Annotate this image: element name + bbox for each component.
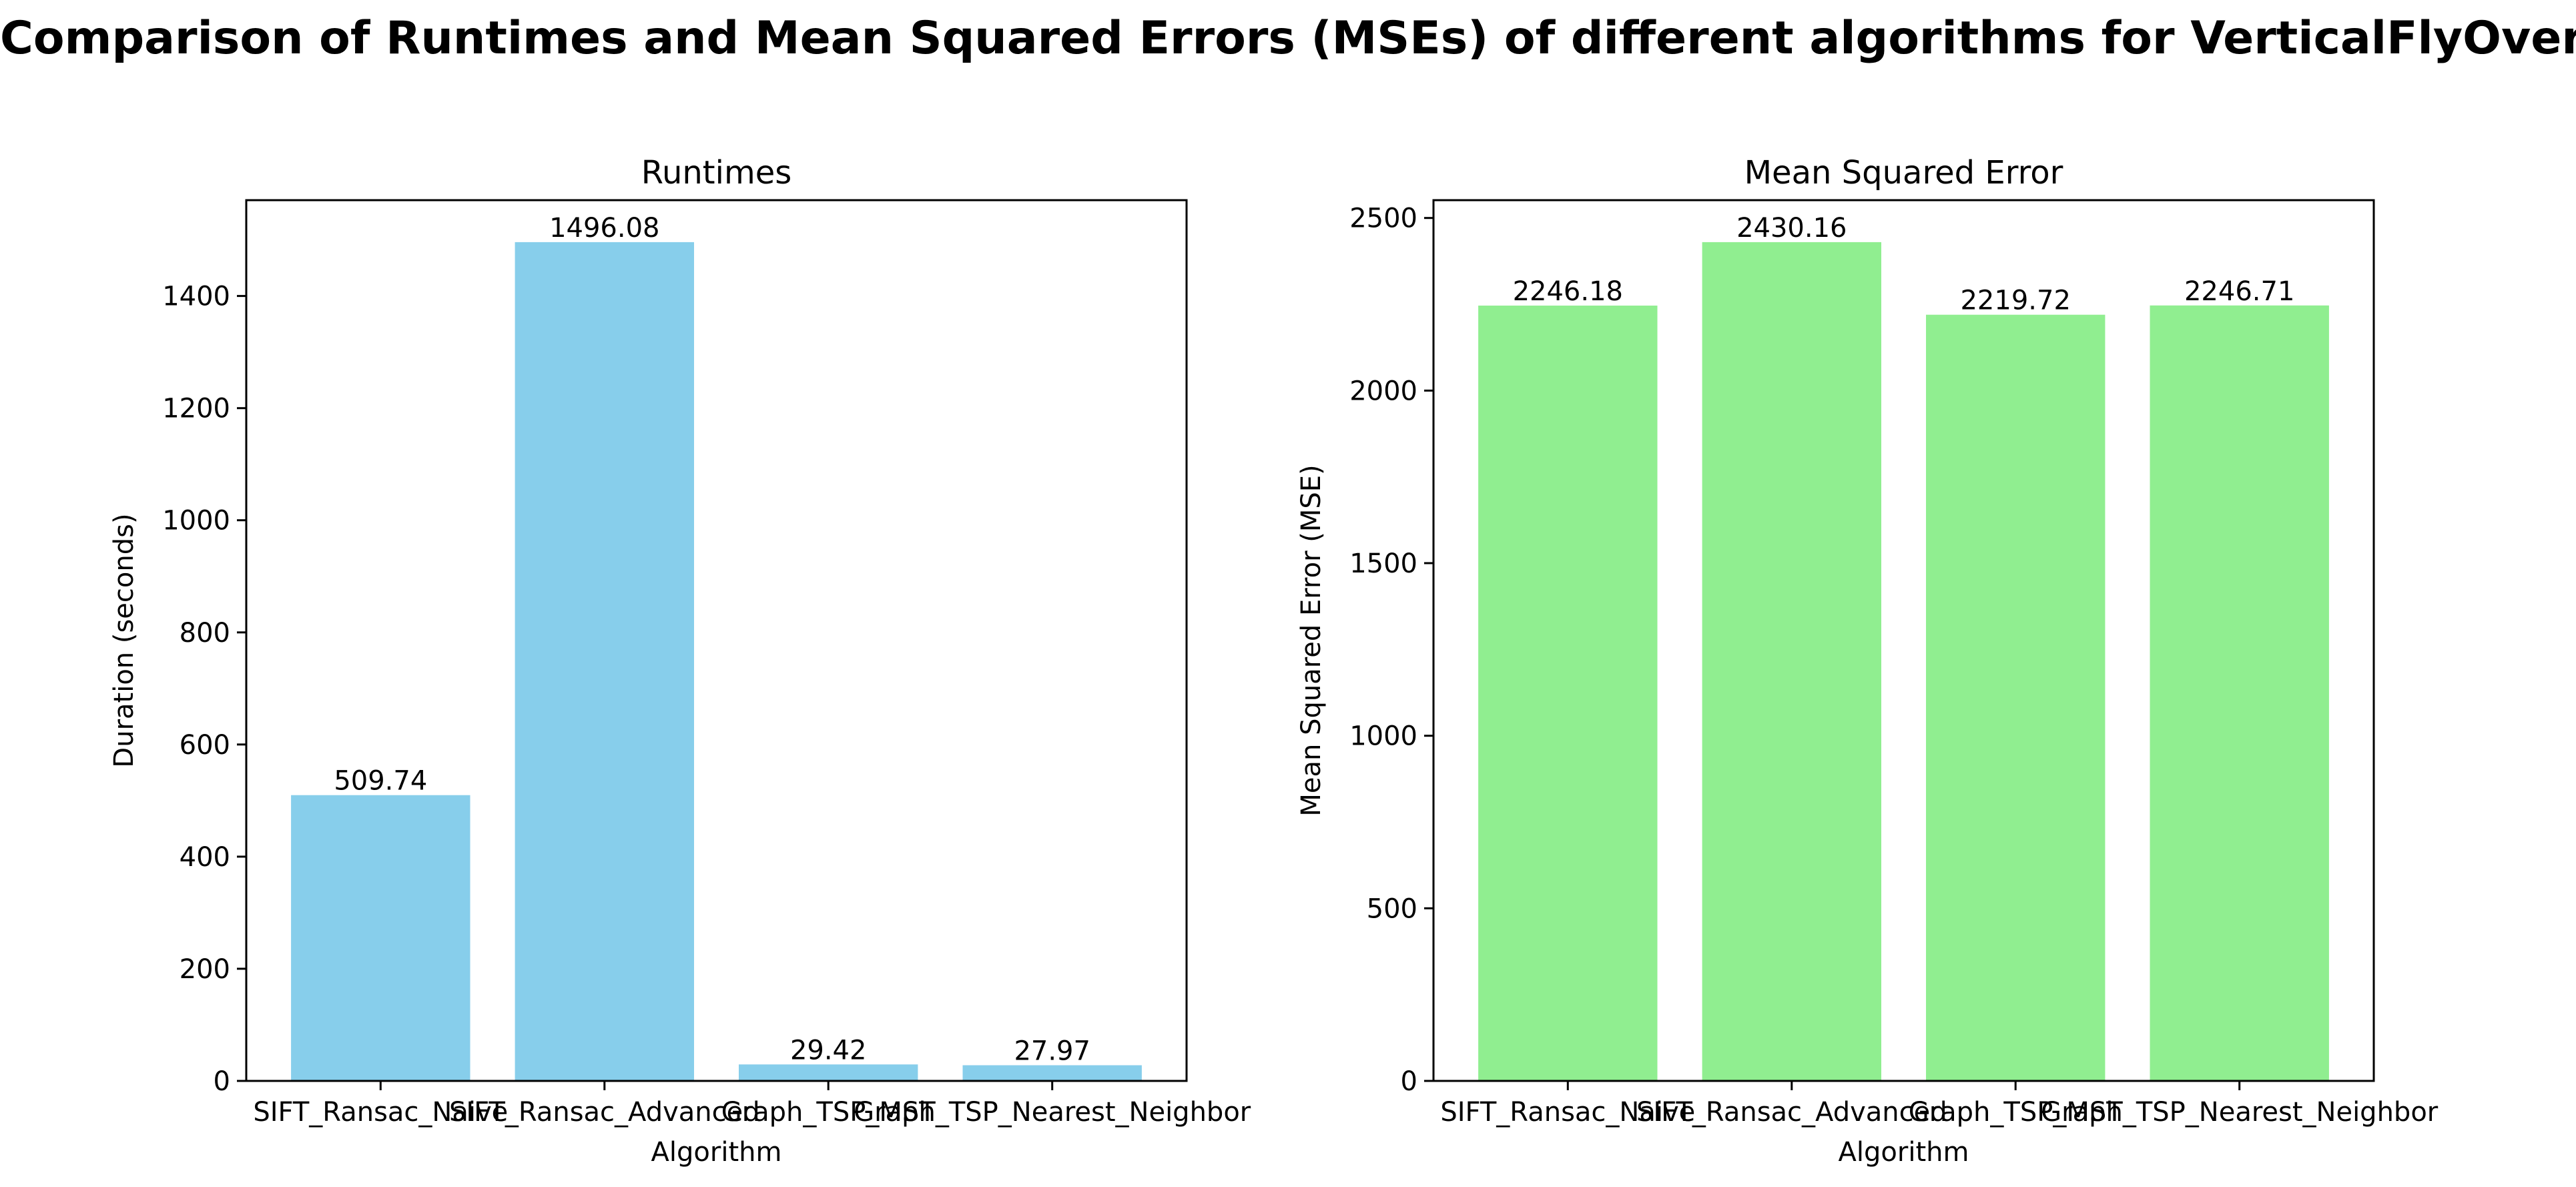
runtimes-bar-3 xyxy=(962,1065,1142,1081)
runtimes-ytick-label-2: 400 xyxy=(180,842,230,873)
runtimes-value-label-3: 27.97 xyxy=(1014,1036,1090,1067)
mse-value-label-0: 2246.18 xyxy=(1513,276,1623,307)
mse-bar-3 xyxy=(2150,305,2329,1081)
mse-value-label-2: 2219.72 xyxy=(1960,286,2070,316)
mse-xtick-label-1: SIFT_Ransac_Advanced xyxy=(1636,1097,1947,1128)
mse-value-label-1: 2430.16 xyxy=(1736,213,1847,244)
runtimes-ytick-label-1: 200 xyxy=(180,954,230,985)
runtimes-ytick-label-5: 1000 xyxy=(162,506,230,536)
mse-axes-frame xyxy=(1432,199,2375,1082)
mse-ytick-label-3: 1500 xyxy=(1349,548,1417,579)
runtimes-ytick-label-0: 0 xyxy=(214,1066,230,1097)
runtimes-chart: 509.74 1496.08 29.42 27.97 0 200 400 600 800 1000… xyxy=(109,154,1251,1168)
runtimes-ytick-label-6: 1200 xyxy=(162,394,230,424)
runtimes-axes-frame xyxy=(245,199,1188,1082)
mse-xtick-label-0: SIFT_Ransac_Naive xyxy=(1440,1097,1695,1128)
runtimes-value-label-0: 509.74 xyxy=(334,766,427,797)
mse-ytick-label-4: 2000 xyxy=(1349,376,1417,406)
mse-ytick-label-5: 2500 xyxy=(1349,204,1417,234)
runtimes-title: Runtimes xyxy=(641,154,792,191)
runtimes-bar-2 xyxy=(739,1064,918,1081)
runtimes-xtick-label-2: Graph_TSP_MST xyxy=(721,1097,936,1128)
runtimes-value-label-2: 29.42 xyxy=(790,1035,867,1066)
runtimes-ylabel: Duration (seconds) xyxy=(109,513,139,767)
mse-xtick-label-2: Graph_TSP_MST xyxy=(1909,1097,2124,1128)
mse-xlabel: Algorithm xyxy=(1839,1137,1969,1168)
mse-ylabel: Mean Squared Error (MSE) xyxy=(1296,464,1327,816)
mse-xtick-label-3: Graph_TSP_Nearest_Neighbor xyxy=(2041,1097,2439,1128)
mse-bar-1 xyxy=(1702,242,1881,1081)
mse-chart: 2246.18 2430.16 2219.72 2246.71 0 500 1000 1500… xyxy=(1296,154,2439,1168)
figure-title: Comparison of Runtimes and Mean Squared … xyxy=(0,12,2576,65)
runtimes-bar-1 xyxy=(515,242,694,1081)
runtimes-xtick-label-1: SIFT_Ransac_Advanced xyxy=(449,1097,760,1128)
mse-bar-0 xyxy=(1478,306,1658,1081)
runtimes-ytick-label-7: 1400 xyxy=(162,282,230,312)
runtimes-ytick-label-3: 600 xyxy=(180,730,230,761)
runtimes-xtick-label-0: SIFT_Ransac_Naive xyxy=(253,1097,508,1128)
runtimes-xlabel: Algorithm xyxy=(651,1137,782,1168)
runtimes-ytick-label-4: 800 xyxy=(180,618,230,649)
runtimes-value-label-1: 1496.08 xyxy=(549,213,659,244)
mse-ytick-label-1: 500 xyxy=(1367,893,1417,924)
mse-ytick-label-0: 0 xyxy=(1401,1066,1417,1097)
mse-ytick-label-2: 1000 xyxy=(1349,721,1417,752)
mse-value-label-3: 2246.71 xyxy=(2184,276,2294,307)
mse-bar-2 xyxy=(1926,314,2106,1082)
runtimes-xtick-label-3: Graph_TSP_Nearest_Neighbor xyxy=(854,1097,1251,1128)
mse-title: Mean Squared Error xyxy=(1744,154,2063,191)
runtimes-bar-0 xyxy=(291,795,470,1081)
